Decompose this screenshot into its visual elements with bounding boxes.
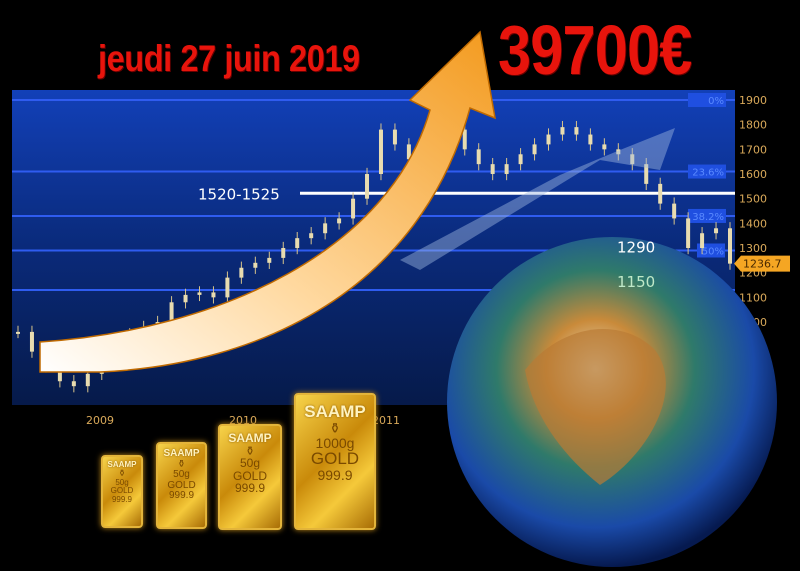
x-tick-label: 2009 (86, 414, 114, 427)
gold-bar-small-1: SAAMP ⚱ 50g GOLD 999.9 (101, 455, 143, 528)
bar-metal: GOLD (167, 479, 196, 491)
candle (588, 134, 593, 145)
candle (532, 144, 537, 155)
bar-metal: GOLD (310, 449, 360, 469)
candle (267, 257, 272, 263)
candle (616, 149, 621, 155)
y-tick-label: 1100 (739, 291, 767, 304)
bar-metal: GOLD (232, 468, 267, 483)
candle (504, 164, 509, 175)
pouring-icon: ⚱ (118, 468, 126, 479)
y-tick-label: 1700 (739, 143, 767, 156)
candle (672, 203, 677, 219)
candle (295, 238, 300, 249)
bar-brand: SAAMP (163, 448, 200, 459)
bar-weight: 50g (115, 477, 129, 487)
rising-arrow-icon (39, 30, 496, 373)
fib-label: 38.2% (692, 212, 724, 223)
candle (169, 302, 174, 323)
level-label-1290: 1290 (617, 238, 655, 256)
fib-label: 23.6% (692, 168, 724, 179)
candle (714, 228, 719, 234)
fib-label-bg (688, 164, 726, 179)
candle (560, 127, 565, 135)
candle (406, 144, 411, 160)
pouring-icon: ⚱ (244, 443, 256, 458)
y-tick-label: 1400 (739, 217, 767, 230)
bar-brand: SAAMP (228, 431, 272, 445)
bar-purity: 999.9 (234, 481, 266, 496)
candle (392, 129, 397, 145)
bar-purity: 999.9 (168, 490, 195, 501)
x-tick-label: 2011 (372, 414, 400, 427)
bar-brand: SAAMP (304, 402, 366, 421)
candle (29, 331, 34, 352)
current-price-label: 1236.7 (743, 258, 782, 271)
bar-purity: 999.9 (317, 467, 353, 484)
bar-weight: 50g (239, 456, 261, 471)
candle (337, 218, 342, 224)
current-price-tag (734, 255, 790, 272)
candle (630, 154, 635, 165)
gold-bar-small-2: SAAMP ⚱ 50g GOLD 999.9 (156, 442, 207, 529)
candle (57, 366, 62, 382)
candle (574, 127, 579, 135)
candle (378, 129, 383, 175)
bar-purity: 999.9 (111, 494, 133, 504)
candle (309, 233, 314, 239)
y-tick-label: 1800 (739, 119, 767, 132)
candle (476, 149, 481, 165)
fib-label: 0% (708, 96, 724, 107)
y-tick-label: 1600 (739, 168, 767, 181)
y-tick-label: 1500 (739, 193, 767, 206)
fib-label-bg (688, 93, 726, 107)
candle (281, 248, 286, 258)
gold-bar-large: SAAMP ⚱ 1000g GOLD 999.9 (294, 393, 376, 530)
candle (239, 267, 244, 278)
fib-label-bg (688, 208, 726, 223)
bar-weight: 1000g (315, 434, 355, 451)
pouring-icon: ⚱ (329, 419, 341, 436)
fib-label: 50% (702, 246, 724, 257)
resistance-label: 1520-1525 (198, 185, 280, 203)
gold-bar-medium: SAAMP ⚱ 50g GOLD 999.9 (218, 424, 282, 530)
candle (686, 218, 691, 249)
bar-weight: 50g (173, 469, 190, 480)
candle (518, 154, 523, 165)
candle (225, 277, 230, 298)
y-tick-label: 1900 (739, 94, 767, 107)
x-tick-label: 2010 (229, 414, 257, 427)
headline-date: jeudi 27 juin 2019 (98, 38, 360, 79)
candle (462, 129, 467, 150)
candle (85, 373, 90, 387)
candle (728, 228, 732, 264)
candle (700, 233, 705, 249)
candle (71, 381, 76, 387)
candle (365, 174, 370, 199)
y-tick-label: 1300 (739, 242, 767, 255)
candle (602, 144, 607, 150)
candle (490, 164, 495, 175)
candle (211, 292, 216, 298)
bar-metal: GOLD (110, 486, 134, 496)
candle (351, 198, 356, 219)
candle (323, 223, 328, 234)
africa-continent (525, 328, 666, 485)
candle (644, 164, 649, 184)
candle (197, 292, 202, 295)
candle (183, 294, 188, 303)
trend-arrow-icon (400, 128, 675, 270)
candle (16, 331, 20, 334)
candle (253, 262, 258, 268)
pouring-icon: ⚱ (177, 458, 186, 470)
level-label-1150: 1150 (617, 273, 655, 291)
candle (546, 134, 551, 145)
bar-brand: SAAMP (107, 460, 137, 469)
headline-target-price: 39700€ (498, 11, 692, 89)
candle (658, 183, 663, 204)
